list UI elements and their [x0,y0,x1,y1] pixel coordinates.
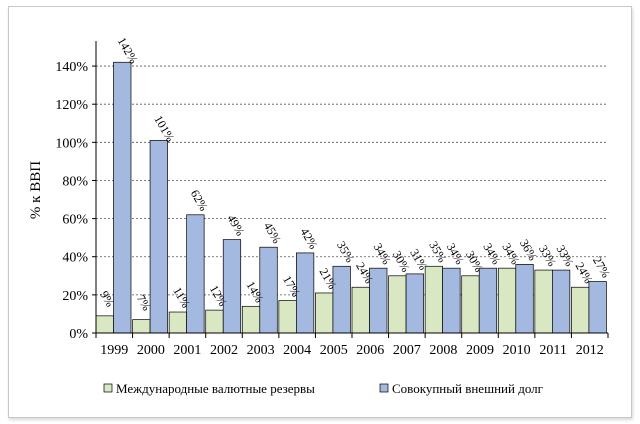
bar-reserves-2011 [534,269,553,334]
y-tick-label: 140% [55,60,88,75]
data-label: 35% [334,239,357,265]
legend-swatch-debt [379,383,389,393]
bar-reserves-1999 [95,315,114,334]
x-tick-label: 2010 [503,343,531,358]
x-tick-label: 1999 [100,343,128,358]
bar-reserves-2002 [205,309,224,334]
x-tick-label: 2007 [393,343,421,358]
x-tick-label: 2004 [283,343,311,358]
legend-swatch-reserves [103,383,113,393]
legend-label-reserves: Международные валютные резервы [116,381,315,396]
axes [92,41,609,338]
legend-label-debt: Совокупный внешний долг [392,381,543,396]
bar-reserves-2009 [461,275,480,334]
data-label: 42% [298,225,321,251]
data-label: 142% [115,35,141,66]
bar-reserves-2008 [424,265,443,334]
x-tick-label: 2002 [210,343,238,358]
x-tick-label: 2003 [247,343,275,358]
legend: Международные валютные резервы Совокупный… [103,381,543,396]
bar-reserves-2006 [351,286,370,334]
data-label: 33% [554,243,577,269]
x-tick-label: 2009 [466,343,494,358]
data-label: 7% [134,292,154,313]
data-label: 9% [97,288,117,309]
bar-debt-2008 [442,267,461,334]
x-tick-labels: 1999 2000 2001 2002 2003 2004 2005 2006 2007 2008… [100,343,603,358]
bar-debt-2002 [222,239,242,334]
x-tick-label: 2012 [576,343,604,358]
x-tick-label: 2005 [320,343,348,358]
x-tick-label: 2001 [173,343,201,358]
bar-reserves-2012 [571,286,590,334]
y-tick-label: 120% [55,98,88,113]
bar-debt-2012 [588,281,607,334]
x-tick-label: 2000 [137,343,165,358]
bar-reserves-2005 [315,292,334,334]
data-label: 49% [224,212,247,238]
bar-reserves-2010 [497,267,517,334]
y-tick-label: 80% [62,174,88,189]
y-tick-label: 60% [62,213,88,228]
y-tick-label: 0% [69,327,88,342]
data-label: 34% [371,241,394,267]
bars [95,61,607,334]
y-axis-label: % к ВВП [28,161,44,219]
data-label: 101% [151,113,177,144]
bar-debt-2001 [186,214,205,334]
x-tick-label: 2011 [539,343,566,358]
y-tick-label: 40% [62,251,88,266]
bar-reserves-2004 [278,300,297,334]
gridlines [96,65,608,296]
y-tick-labels: 0% 20% 40% 60% 80% 100% 120% 140% [55,60,88,342]
bar-debt-2009 [478,267,498,334]
bar-reserves-2007 [388,275,407,334]
data-label: 62% [188,187,211,213]
x-tick-label: 2006 [356,343,384,358]
bar-debt-2007 [405,273,424,334]
data-label: 45% [261,220,284,246]
bar-reserves-2001 [168,311,187,334]
y-tick-label: 20% [62,289,88,304]
y-tick-label: 100% [55,136,88,151]
bar-reserves-2000 [132,319,151,334]
bar-reserves-2003 [241,305,261,334]
x-tick-label: 2008 [429,343,457,358]
bar-debt-2010 [515,264,534,334]
bar-debt-2011 [552,269,571,334]
chart-frame [8,6,632,418]
data-label: 35% [426,239,449,265]
bar-debt-1999 [113,61,132,334]
